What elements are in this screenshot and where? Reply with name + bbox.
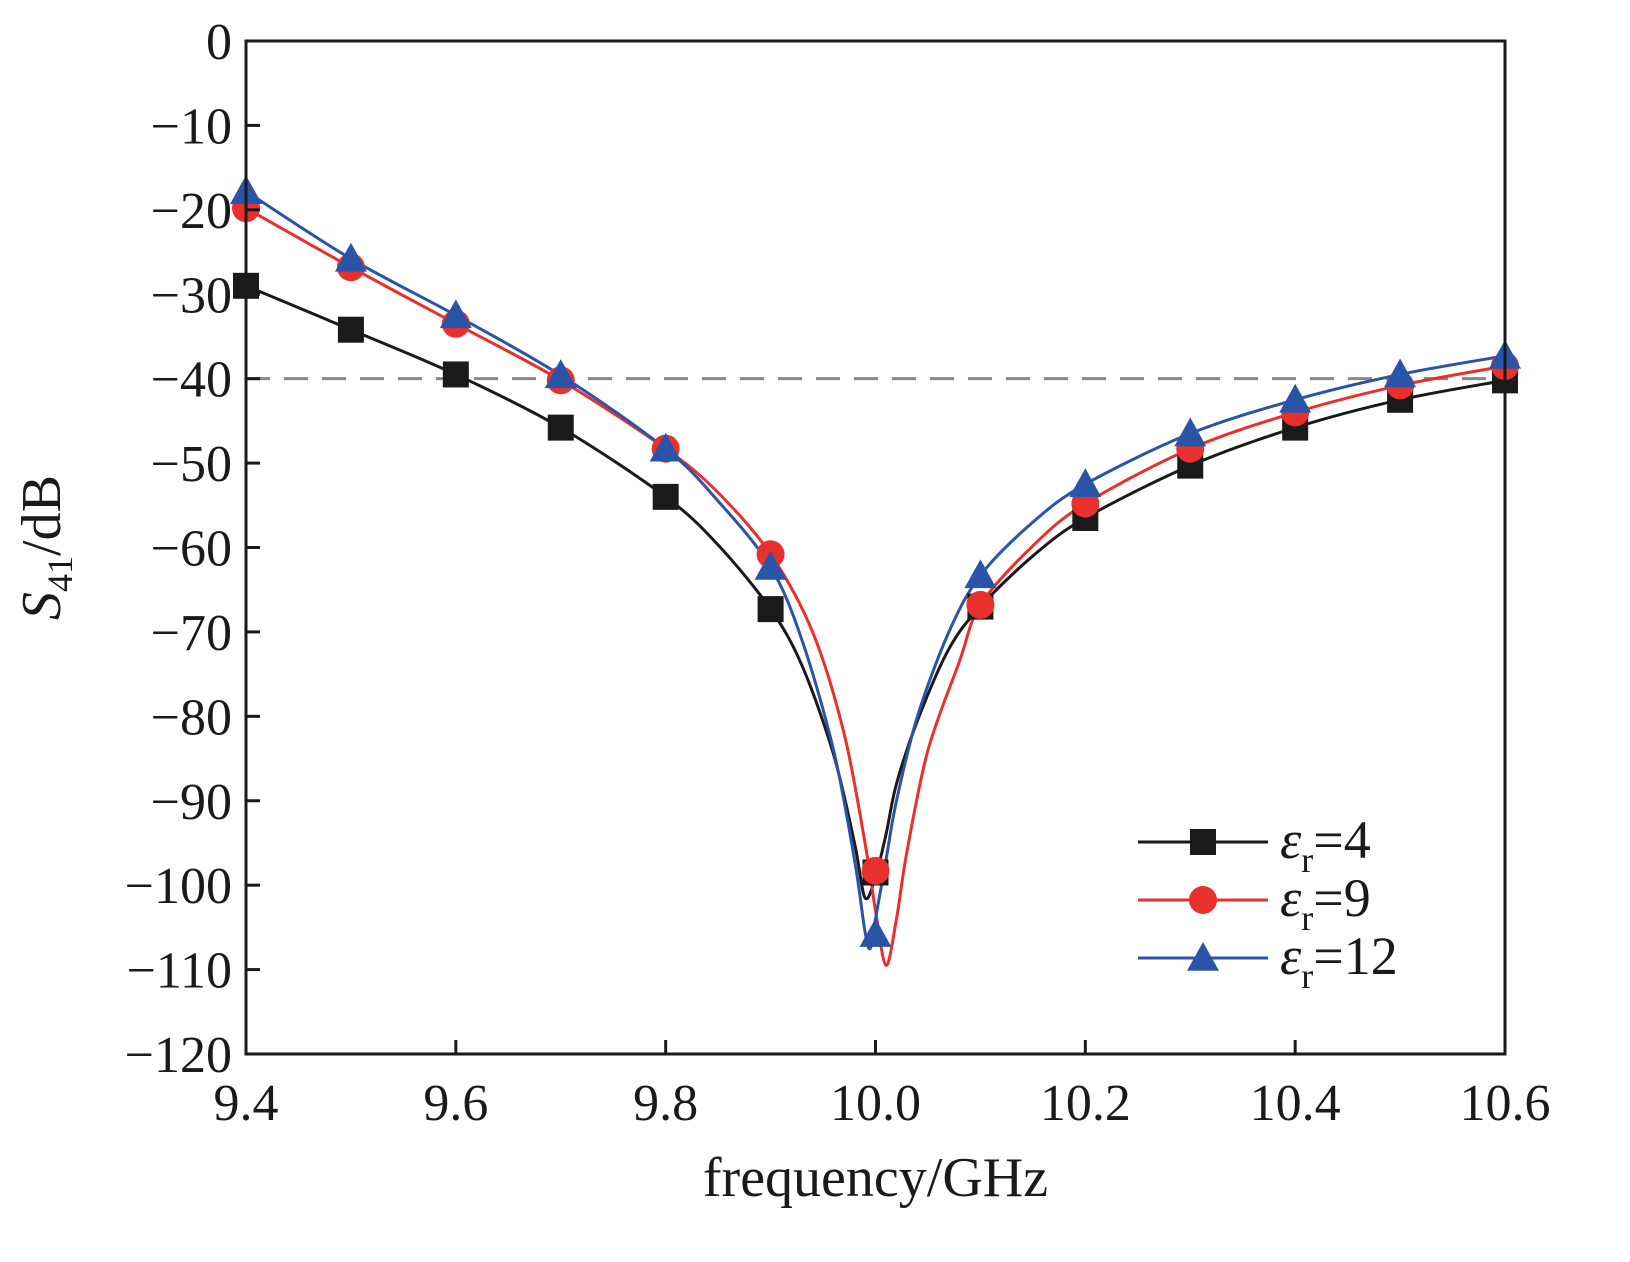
legend: εr=4εr=9εr=12 [1138,810,1398,996]
y-tick-label: −50 [151,436,232,493]
y-tick-label: 0 [206,14,232,71]
y-axis-label-subscript: 41 [40,556,80,592]
y-axis-label-symbol: S [11,592,73,620]
data-point-er-12 [544,359,577,389]
legend-marker [1190,829,1216,855]
y-tick-label: −100 [125,858,232,915]
y-tick-label: −70 [151,605,232,662]
data-point-er-12 [754,550,787,580]
legend-label: εr=12 [1280,926,1398,996]
legend-subscript: r [1301,840,1313,880]
data-point-er-12 [1279,383,1312,413]
y-axis-label: S41/dB [11,475,80,620]
legend-value: =4 [1313,810,1370,870]
y-tick-label: −30 [151,267,232,324]
y-tick-label: −90 [151,774,232,831]
x-tick-label: 9.8 [633,1075,698,1132]
y-axis-label-unit: /dB [11,475,73,556]
y-tick-label: −20 [151,183,232,240]
axis-ticks: 9.4 9.6 9.8 10.0 10.2 10.4 10.6 0 −10 −20 −30 −40 −5… [125,14,1551,1132]
data-point-er-4 [442,361,469,388]
y-tick-label: −120 [125,1027,232,1084]
legend-item-er-12: εr=12 [1138,926,1398,996]
data-point-er-4 [547,414,574,441]
data-point-er-4 [652,483,679,510]
legend-subscript: r [1301,956,1313,996]
data-point-er-12 [334,242,367,272]
x-tick-label: 9.6 [423,1075,488,1132]
data-point-er-12 [964,559,997,589]
legend-subscript: r [1301,898,1313,938]
legend-value: =9 [1313,868,1370,928]
x-tick-label: 9.4 [214,1075,279,1132]
legend-marker [1189,886,1217,914]
x-tick-label: 10.0 [830,1075,921,1132]
data-point-er-9 [861,856,890,885]
series-line-er-9 [245,206,1506,967]
y-tick-label: −40 [151,352,232,409]
x-axis-label: frequency/GHz [703,1147,1048,1209]
y-tick-label: −10 [151,98,232,155]
legend-item-er-4: εr=4 [1138,810,1371,880]
legend-item-er-9: εr=9 [1138,868,1371,938]
data-point-er-9 [966,590,995,619]
legend-symbol: ε [1280,926,1302,986]
data-point-er-4 [337,316,364,343]
data-point-er-12 [1384,358,1417,388]
legend-label: εr=9 [1280,868,1371,938]
x-tick-label: 10.6 [1460,1075,1551,1132]
data-point-er-12 [649,432,682,462]
legend-marker [1187,942,1219,971]
y-tick-label: −110 [127,943,232,1000]
data-point-er-4 [757,596,784,623]
x-tick-label: 10.4 [1250,1075,1341,1132]
data-point-er-12 [859,918,892,947]
legend-value: =12 [1313,926,1397,986]
series-line-er-12 [245,190,1506,951]
legend-symbol: ε [1280,810,1302,870]
y-tick-label: −60 [151,521,232,578]
legend-label: εr=4 [1280,810,1371,880]
legend-symbol: ε [1280,868,1302,928]
y-tick-label: −80 [151,689,232,746]
data-point-er-12 [1069,468,1102,497]
x-tick-label: 10.2 [1040,1075,1131,1132]
data-point-er-12 [439,299,472,329]
data-point-er-12 [1174,417,1207,447]
